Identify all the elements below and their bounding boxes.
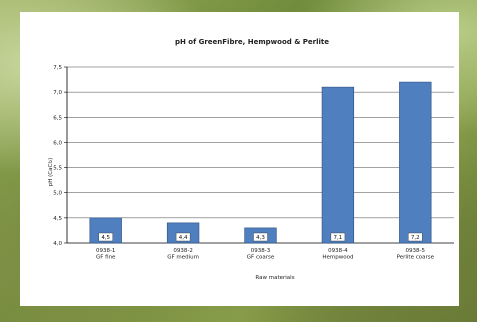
- data-label-box: [98, 232, 113, 242]
- y-tick-label: 6,0: [53, 140, 62, 146]
- chart-panel: pH of GreenFibre, Hempwood & Perlite 4,0…: [20, 12, 459, 306]
- x-axis-ticks: 0938-1GF fine 0938-2GF medium 0938-3GF coa…: [96, 248, 435, 261]
- y-tick-label: 4,5: [53, 216, 62, 222]
- data-label: 4,5: [101, 235, 110, 241]
- bar: [321, 86, 355, 244]
- data-label-box: [253, 232, 268, 242]
- data-label-box: [330, 232, 346, 242]
- bar-chart: pH of GreenFibre, Hempwood & Perlite 4,0…: [48, 38, 454, 281]
- data-label: 4,3: [256, 235, 265, 241]
- gridlines: [64, 66, 454, 244]
- y-tick-label: 7,5: [53, 65, 62, 71]
- x-tick-label: Perlite coarse: [397, 255, 435, 261]
- x-tick-label: 0938-3: [251, 248, 271, 254]
- x-tick-label: 0938-2: [173, 248, 192, 254]
- chart-title: pH of GreenFibre, Hempwood & Perlite: [175, 38, 329, 46]
- x-tick-label: GF coarse: [247, 255, 275, 261]
- y-tick-label: 5,5: [53, 166, 62, 172]
- bar: [399, 81, 432, 244]
- y-tick-label: 7,0: [53, 90, 62, 96]
- x-tick-label: GF fine: [96, 255, 116, 261]
- y-tick-label: 5,0: [53, 191, 62, 197]
- data-label: 4,4: [179, 235, 188, 241]
- x-tick-label: GF medium: [167, 255, 199, 261]
- x-axis-label: Raw materials: [255, 275, 294, 281]
- data-label-box: [408, 232, 423, 242]
- data-label-box: [175, 232, 191, 242]
- x-tick-label: 0938-4: [328, 248, 348, 254]
- data-label: 7,1: [334, 235, 343, 241]
- x-tick-label: 0938-1: [96, 248, 115, 254]
- x-tick-label: 0938-5: [406, 248, 426, 254]
- data-label: 7,2: [411, 235, 420, 241]
- y-tick-label: 4,0: [53, 241, 62, 247]
- x-tick-label: Hempwood: [322, 255, 353, 261]
- y-tick-label: 6,5: [53, 115, 62, 121]
- y-axis-label: pH (CaCl₂): [48, 158, 54, 186]
- bars: 4,5 4,4 4,3 7,1 7,2: [89, 81, 432, 244]
- y-axis-ticks: 4,0 4,5 5,0 5,5 6,0 6,5 7,0 7,5: [53, 65, 62, 247]
